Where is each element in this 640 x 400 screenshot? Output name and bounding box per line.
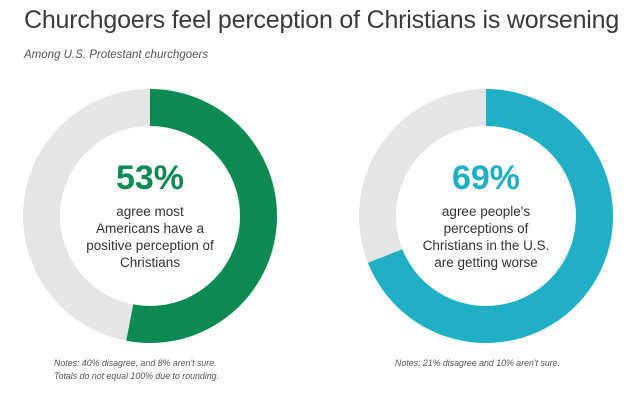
percent-label: 53%: [115, 159, 185, 197]
donut-svg-left: [22, 89, 277, 343]
note-line: Notes: 21% disagree and 10% aren't sure.: [395, 358, 561, 368]
note-line: Notes: 40% disagree, and 8% aren't sure.: [54, 358, 217, 368]
donut-svg-right: [359, 89, 613, 343]
description-label: agree people's perceptions of Christians…: [422, 204, 550, 270]
donut-center-right: 69% agree people's perceptions of Christ…: [396, 126, 576, 306]
note-right: Notes: 21% disagree and 10% aren't sure.: [395, 357, 560, 370]
percent-label: 69%: [451, 159, 521, 197]
donut-slice-agree: [367, 89, 613, 343]
description-label: agree most Americans have a positive per…: [86, 204, 214, 270]
donut-chart-positive-perception: 53% agree most Americans have a positive…: [22, 88, 278, 344]
donut-slice-agree: [126, 89, 277, 343]
note-line: Totals do not equal 100% due to rounding…: [54, 371, 219, 381]
chart-subtitle: Among U.S. Protestant churchgoers: [24, 49, 209, 61]
chart-title: Churchgoers feel perception of Christian…: [24, 6, 620, 34]
note-left: Notes: 40% disagree, and 8% aren't sure.…: [54, 357, 219, 383]
donut-slice-remainder: [22, 89, 150, 341]
donut-chart-worsening-perception: 69% agree people's perceptions of Christ…: [358, 88, 614, 344]
donut-center-left: 53% agree most Americans have a positive…: [60, 126, 240, 306]
donut-slice-remainder: [359, 89, 486, 263]
